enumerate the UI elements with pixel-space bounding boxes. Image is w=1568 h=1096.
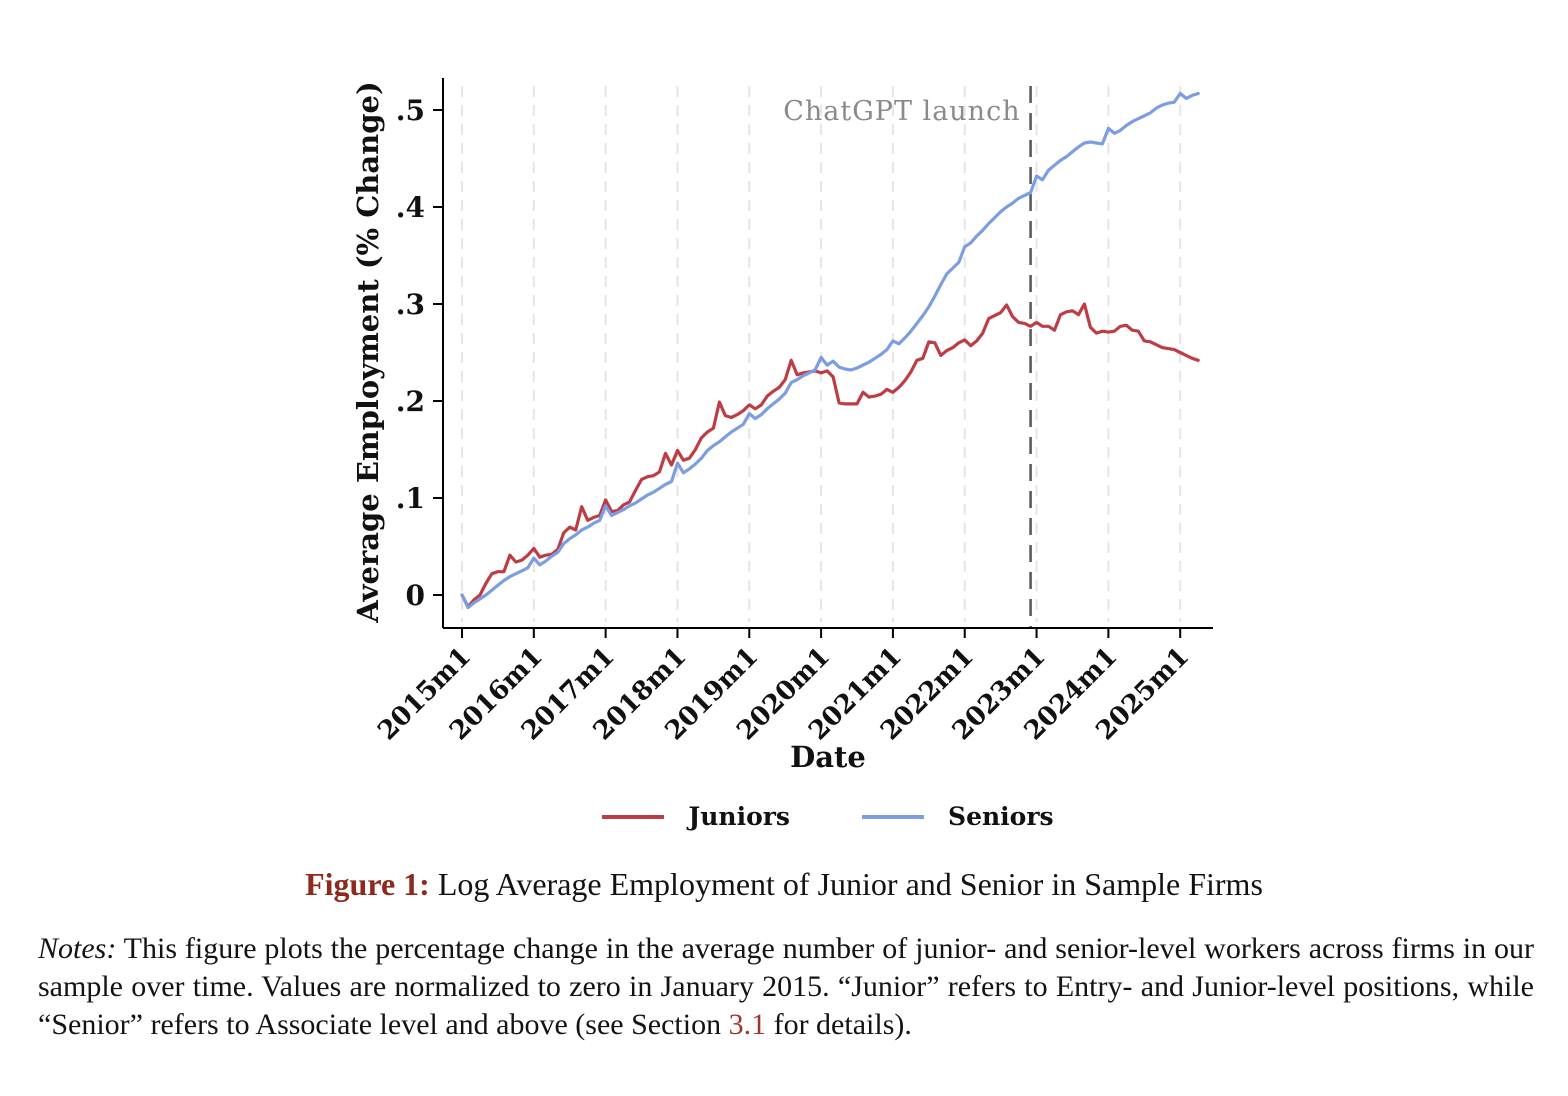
legend-label-juniors: Juniors — [688, 802, 791, 831]
juniors-line-series — [460, 302, 1200, 609]
figure-caption-label: Figure 1: — [305, 866, 430, 902]
legend-item-juniors: Juniors — [602, 802, 790, 831]
legend-label-seniors: Seniors — [948, 802, 1054, 831]
figure-caption-text: Log Average Employment of Junior and Sen… — [429, 866, 1263, 902]
y-tick-label: .3 — [396, 288, 425, 321]
notes-label: Notes: — [38, 932, 117, 965]
y-tick-label: .1 — [396, 482, 425, 515]
juniors-line-swatch — [602, 814, 665, 819]
notes-text-1: This figure plots the percentage change … — [38, 932, 1534, 1041]
legend-item-seniors: Seniors — [862, 802, 1054, 831]
chatgpt-launch-annotation: ChatGPT launch — [783, 96, 1021, 127]
chart-legend: Juniors Seniors — [0, 802, 1568, 831]
y-tick-label: .2 — [396, 385, 425, 418]
y-tick-label: 0 — [406, 579, 425, 612]
notes-text-2: for details). — [766, 1008, 912, 1041]
seniors-line-swatch — [862, 814, 925, 819]
figure-notes: Notes: This figure plots the percentage … — [38, 930, 1534, 1044]
y-tick-label: .4 — [396, 191, 425, 224]
y-tick-label: .5 — [396, 94, 425, 127]
section-3-1-link[interactable]: 3.1 — [728, 1008, 767, 1041]
figure-caption: Figure 1: Log Average Employment of Juni… — [0, 866, 1568, 903]
seniors-line-series — [460, 91, 1200, 610]
x-axis-title: Date — [790, 740, 866, 774]
y-axis-title: Average Employment (% Change) — [351, 81, 385, 623]
employment-chart: 0.1.2.3.4.52015m12016m12017m12018m12019m… — [372, 78, 1213, 746]
